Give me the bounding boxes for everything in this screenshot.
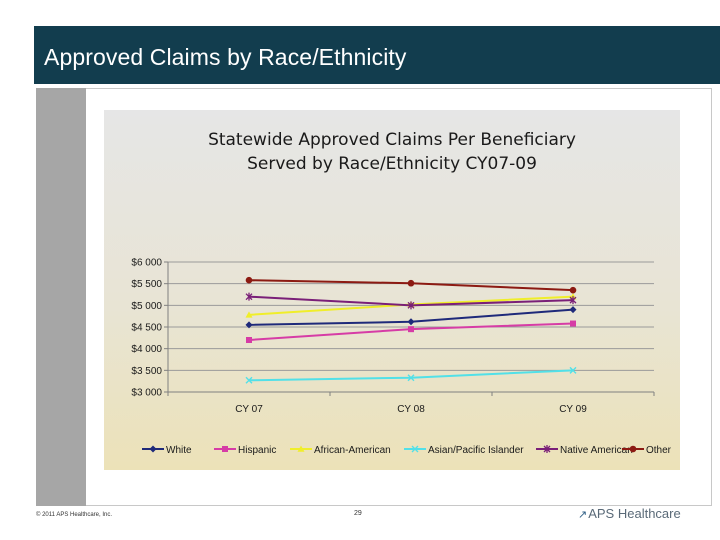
x-tick-label: CY 08 (397, 404, 425, 415)
x-tick-label: CY 09 (559, 404, 587, 415)
chart-title-line-1: Statewide Approved Claims Per Beneficiar… (208, 130, 576, 150)
company-logo: ↗APS Healthcare (578, 506, 681, 521)
y-tick-label: $5 000 (131, 301, 162, 312)
y-tick-label: $4 500 (131, 323, 162, 334)
data-point-other (569, 286, 577, 294)
series-line-asian-pacific-islander (248, 369, 574, 382)
chart-area: $3 000 $3 500 $4 000 $4 500 $5 000 $5 500 $6 0… (104, 110, 680, 470)
data-point-asian-pacific-islander (407, 374, 415, 382)
logo-text: APS Healthcare (588, 506, 681, 521)
legend-label-african-american: African-American (314, 445, 391, 456)
content-frame (86, 88, 712, 506)
data-point-white (407, 318, 415, 326)
left-side-panel (36, 88, 86, 506)
data-point-hispanic (246, 337, 252, 343)
page-number: 29 (354, 510, 362, 517)
legend-marker-white (149, 445, 157, 453)
legend-marker-african-american (297, 445, 305, 452)
y-tick-label: $6 000 (131, 258, 162, 269)
data-point-native-american (569, 296, 577, 305)
y-tick-label: $3 500 (131, 366, 162, 377)
slide-title-bar: Approved Claims by Race/Ethnicity (34, 26, 720, 84)
y-tick-label: $5 500 (131, 279, 162, 290)
data-point-white (569, 306, 577, 314)
data-point-asian-pacific-islander (245, 376, 253, 384)
legend-marker-native-american (543, 445, 551, 453)
slide-title: Approved Claims by Race/Ethnicity (44, 44, 407, 70)
y-tick-label: $4 000 (131, 344, 162, 355)
legend-label-white: White (166, 445, 192, 456)
y-tick-label: $3 000 (131, 388, 162, 399)
data-point-asian-pacific-islander (569, 366, 577, 374)
line-chart: $3 000 $3 500 $4 000 $4 500 $5 000 $5 500 $6 0… (131, 258, 672, 457)
legend-marker-asian-pacific-islander (411, 445, 419, 453)
data-point-native-american (245, 292, 253, 301)
data-point-native-american (407, 301, 415, 310)
chart-title-line-2: Served by Race/Ethnicity CY07-09 (247, 154, 537, 174)
logo-icon: ↗ (578, 509, 588, 521)
data-point-white (245, 321, 253, 329)
legend-marker-other (629, 445, 637, 453)
data-point-other (245, 276, 253, 284)
legend-label-hispanic: Hispanic (238, 445, 276, 456)
legend-label-native-american: Native American (560, 445, 633, 456)
chart-title: Statewide Approved Claims Per Beneficiar… (104, 128, 680, 176)
data-point-hispanic (408, 326, 414, 333)
legend-label-asian-pacific-islander: Asian/Pacific Islander (428, 445, 524, 456)
copyright-text: © 2011 APS Healthcare, Inc. (36, 512, 113, 518)
x-tick-label: CY 07 (235, 404, 263, 415)
data-point-hispanic (570, 320, 576, 327)
legend-label-other: Other (646, 445, 672, 456)
data-point-other (407, 279, 415, 287)
legend-marker-hispanic (222, 446, 228, 452)
data-point-african-american (245, 311, 253, 318)
